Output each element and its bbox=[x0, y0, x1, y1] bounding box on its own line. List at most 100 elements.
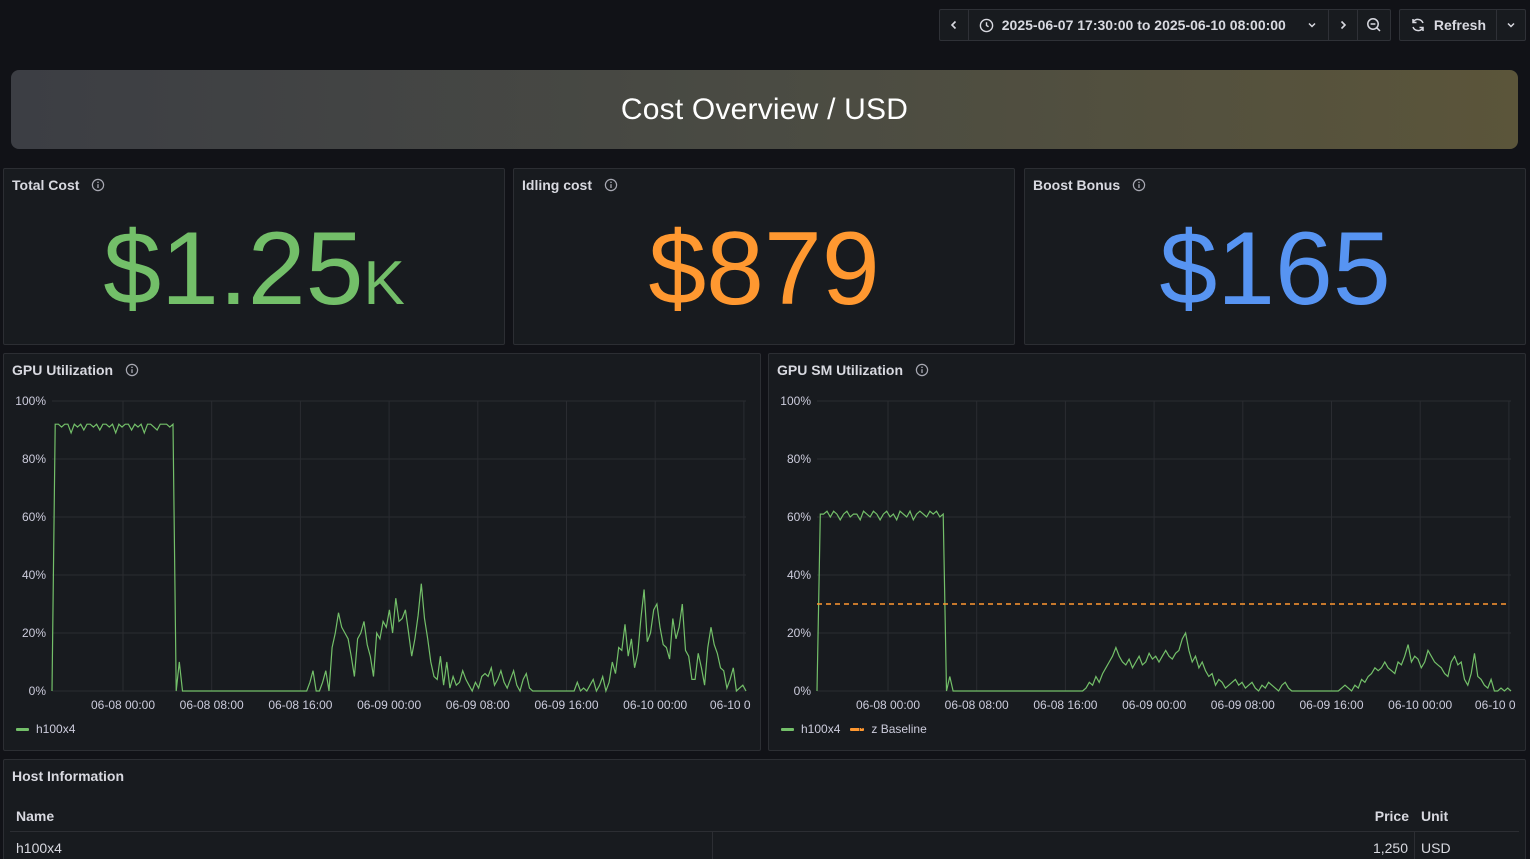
stat-value: $165 bbox=[1025, 217, 1525, 321]
info-icon[interactable] bbox=[125, 363, 139, 377]
panel-title: Boost Bonus bbox=[1033, 177, 1146, 193]
clock-icon bbox=[979, 18, 994, 32]
refresh-icon bbox=[1412, 18, 1424, 32]
x-tick-label: 06-08 00:00 bbox=[91, 698, 155, 712]
panel-title-text: Idling cost bbox=[522, 177, 592, 193]
legend-item-h100x4[interactable]: h100x4 bbox=[781, 722, 840, 736]
y-tick-label: 20% bbox=[787, 626, 811, 640]
x-tick-label: 06-10 0 bbox=[1475, 698, 1516, 712]
stat-number: $165 bbox=[1159, 211, 1391, 327]
stat-panel-total-cost: Total Cost $1.25K bbox=[3, 168, 505, 345]
column-header-price[interactable]: Price bbox=[1374, 807, 1409, 824]
stat-number: $1.25 bbox=[103, 211, 364, 327]
x-tick-label: 06-09 00:00 bbox=[357, 698, 421, 712]
x-tick-label: 06-09 08:00 bbox=[446, 698, 510, 712]
time-forward-button[interactable] bbox=[1329, 10, 1358, 40]
panel-title: GPU Utilization bbox=[12, 362, 139, 378]
dashboard-banner: Cost Overview / USD bbox=[11, 70, 1518, 149]
host-table: Name Price Unit h100x4 1,250 USD bbox=[10, 800, 1519, 859]
refresh-interval-dropdown[interactable] bbox=[1497, 10, 1525, 40]
legend-label: h100x4 bbox=[36, 722, 76, 736]
cell-unit: USD bbox=[1421, 839, 1451, 856]
x-tick-label: 06-10 0 bbox=[710, 698, 751, 712]
stat-value: $879 bbox=[514, 217, 1014, 321]
info-icon[interactable] bbox=[915, 363, 929, 377]
panel-title: Idling cost bbox=[522, 177, 618, 193]
x-tick-label: 06-09 16:00 bbox=[534, 698, 598, 712]
y-tick-label: 40% bbox=[787, 568, 811, 582]
x-tick-label: 06-09 08:00 bbox=[1211, 698, 1275, 712]
x-tick-label: 06-08 16:00 bbox=[1033, 698, 1097, 712]
column-header-name[interactable]: Name bbox=[16, 807, 55, 824]
table-panel-host-information: Host Information Name Price Unit h100x4 … bbox=[3, 759, 1526, 859]
panel-title-text: Boost Bonus bbox=[1033, 177, 1121, 193]
y-tick-label: 80% bbox=[787, 452, 811, 466]
y-tick-label: 60% bbox=[22, 510, 46, 524]
legend-swatch bbox=[16, 727, 29, 731]
table-header-row: Name Price Unit bbox=[10, 800, 1519, 832]
gpu-sm-utilization-chart[interactable]: 0% 20% 40% 60% 80% 100% 06-08 00:00 06-08 08:00… bbox=[769, 354, 1527, 752]
y-tick-label: 0% bbox=[29, 684, 47, 698]
stat-panel-boost-bonus: Boost Bonus $165 bbox=[1024, 168, 1526, 345]
table-spacer bbox=[713, 800, 1305, 831]
gpu-utilization-chart[interactable]: 0% 20% 40% 60% 80% 100% 06-08 00:00 06-08 08:00… bbox=[4, 354, 762, 752]
info-icon[interactable] bbox=[91, 178, 105, 192]
x-tick-label: 06-10 00:00 bbox=[1388, 698, 1452, 712]
info-icon[interactable] bbox=[1132, 178, 1146, 192]
cell-price: 1,250 bbox=[1305, 832, 1415, 859]
refresh-button[interactable]: Refresh bbox=[1400, 10, 1497, 40]
zoom-out-button[interactable] bbox=[1358, 10, 1390, 40]
banner-title: Cost Overview / USD bbox=[620, 92, 909, 126]
refresh-group: Refresh bbox=[1398, 9, 1526, 41]
y-tick-label: 80% bbox=[22, 452, 46, 466]
panel-title-text: GPU SM Utilization bbox=[777, 362, 903, 378]
chevron-down-icon bbox=[1308, 22, 1316, 28]
y-tick-label: 20% bbox=[22, 626, 46, 640]
chart-panel-gpu-utilization: GPU Utilization 0% 20% 40% 60% 80% 100% 06-08 … bbox=[3, 353, 761, 751]
zoom-out-icon bbox=[1366, 18, 1381, 32]
panel-title: Total Cost bbox=[12, 177, 105, 193]
chart-legend: h100x4 z Baseline bbox=[781, 722, 927, 736]
x-tick-label: 06-08 08:00 bbox=[945, 698, 1009, 712]
time-range-label: 2025-06-07 17:30:00 to 2025-06-10 08:00:… bbox=[1001, 17, 1286, 33]
panel-title: Host Information bbox=[12, 768, 124, 784]
x-tick-label: 06-09 00:00 bbox=[1122, 698, 1186, 712]
chart-panel-gpu-sm-utilization: GPU SM Utilization 0% 20% 40% 60% 80% 100% 06-… bbox=[768, 353, 1526, 751]
x-tick-label: 06-08 08:00 bbox=[180, 698, 244, 712]
time-back-button[interactable] bbox=[940, 10, 969, 40]
column-header-unit[interactable]: Unit bbox=[1421, 807, 1449, 824]
y-tick-label: 60% bbox=[787, 510, 811, 524]
time-toolbar: 2025-06-07 17:30:00 to 2025-06-10 08:00:… bbox=[938, 9, 1526, 41]
y-tick-label: 40% bbox=[22, 568, 46, 582]
x-tick-label: 06-08 16:00 bbox=[268, 698, 332, 712]
table-row: h100x4 1,250 USD bbox=[10, 832, 1519, 859]
chevron-left-icon bbox=[950, 20, 956, 30]
y-tick-label: 100% bbox=[15, 394, 46, 408]
series-line-h100x4[interactable] bbox=[816, 509, 1512, 692]
y-tick-label: 100% bbox=[780, 394, 811, 408]
stat-suffix: K bbox=[363, 249, 405, 318]
cell-name: h100x4 bbox=[10, 832, 713, 859]
series-line-h100x4[interactable] bbox=[51, 422, 747, 694]
time-range-picker[interactable]: 2025-06-07 17:30:00 to 2025-06-10 08:00:… bbox=[969, 10, 1329, 40]
legend-swatch bbox=[781, 727, 794, 731]
y-tick-label: 0% bbox=[794, 684, 812, 698]
info-icon[interactable] bbox=[604, 178, 618, 192]
table-spacer bbox=[713, 832, 1305, 859]
legend-item-h100x4[interactable]: h100x4 bbox=[16, 722, 75, 736]
x-tick-label: 06-09 16:00 bbox=[1299, 698, 1363, 712]
x-tick-label: 06-10 00:00 bbox=[623, 698, 687, 712]
legend-item-z-baseline[interactable]: z Baseline bbox=[850, 722, 927, 736]
chevron-right-icon bbox=[1340, 20, 1346, 30]
chevron-down-icon bbox=[1507, 22, 1515, 28]
stat-number: $879 bbox=[648, 211, 880, 327]
stat-value: $1.25K bbox=[4, 217, 504, 336]
refresh-label: Refresh bbox=[1433, 17, 1486, 33]
legend-label: h100x4 bbox=[801, 722, 841, 736]
panel-title-text: GPU Utilization bbox=[12, 362, 114, 378]
time-picker-group: 2025-06-07 17:30:00 to 2025-06-10 08:00:… bbox=[938, 9, 1391, 41]
panel-title-text: Total Cost bbox=[12, 177, 80, 193]
stat-panel-idling-cost: Idling cost $879 bbox=[513, 168, 1015, 345]
panel-title-text: Host Information bbox=[12, 768, 124, 784]
panel-title: GPU SM Utilization bbox=[777, 362, 929, 378]
